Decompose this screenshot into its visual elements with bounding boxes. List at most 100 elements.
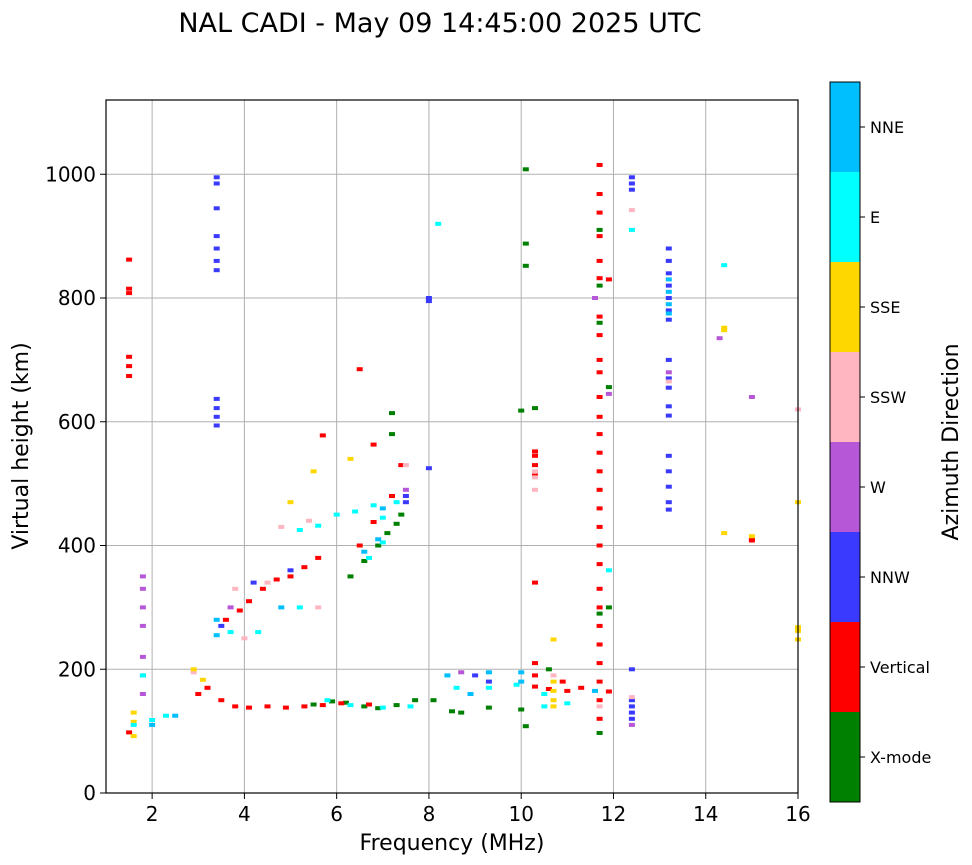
echo-point-vertical bbox=[319, 703, 326, 708]
echo-point-vertical bbox=[319, 433, 326, 438]
echo-point-vertical bbox=[596, 506, 603, 511]
echo-point-e bbox=[347, 703, 354, 708]
echo-point-nnw bbox=[213, 406, 220, 411]
echo-point-nnw bbox=[665, 507, 672, 512]
colorbar-swatch bbox=[830, 352, 860, 442]
echo-point-ssw bbox=[306, 518, 312, 523]
colorbar: X-mode Vertical NNW W SSW SSE E NNE bbox=[830, 82, 931, 802]
echo-point-vertical bbox=[246, 705, 252, 710]
echo-point-ssw bbox=[532, 487, 538, 492]
echo-point-nnw bbox=[287, 568, 294, 573]
echo-point-sse bbox=[721, 531, 728, 536]
echo-point-nnw bbox=[628, 716, 635, 721]
echo-point-x-mode bbox=[545, 667, 552, 672]
echo-point-vertical bbox=[596, 543, 603, 548]
echo-point-x-mode bbox=[596, 611, 603, 616]
echo-point-sse bbox=[721, 328, 728, 333]
echo-point-sse bbox=[287, 500, 294, 505]
x-tick-label: 2 bbox=[146, 802, 159, 826]
echo-point-vertical bbox=[596, 210, 603, 215]
plot-frame bbox=[105, 99, 799, 794]
echo-point-e bbox=[379, 705, 386, 710]
echo-point-nnw bbox=[665, 271, 672, 276]
echo-point-vertical bbox=[204, 685, 211, 690]
echo-point-vertical bbox=[532, 449, 538, 454]
colorbar-tick-label: X-mode bbox=[870, 748, 931, 767]
echo-point-x-mode bbox=[329, 699, 336, 704]
echo-point-vertical bbox=[596, 562, 603, 567]
echo-point-nnw bbox=[213, 414, 220, 419]
echo-point-nnw bbox=[665, 246, 672, 251]
echo-point-x-mode bbox=[389, 411, 395, 416]
colorbar-tick-label: NNW bbox=[870, 568, 910, 587]
echo-point-e bbox=[379, 540, 386, 545]
colorbar-tick-label: SSW bbox=[870, 388, 906, 407]
echo-point-ssw bbox=[550, 673, 557, 678]
echo-point-x-mode bbox=[518, 707, 525, 712]
echo-point-vertical bbox=[596, 586, 603, 591]
echo-point-e bbox=[227, 630, 234, 635]
echo-point-w bbox=[139, 605, 146, 610]
echo-point-nnw bbox=[665, 469, 672, 474]
colorbar-swatch bbox=[830, 172, 860, 262]
echo-point-w bbox=[227, 605, 234, 610]
echo-point-nnw bbox=[665, 376, 672, 381]
echo-point-e bbox=[333, 512, 340, 517]
echo-point-e bbox=[255, 630, 262, 635]
echo-point-nne bbox=[467, 692, 474, 696]
y-tick-label: 0 bbox=[83, 781, 96, 805]
echo-point-e bbox=[296, 605, 303, 610]
echo-point-nnw bbox=[218, 623, 225, 628]
echo-point-nne bbox=[665, 289, 672, 294]
echo-point-sse bbox=[550, 704, 557, 709]
echo-point-vertical bbox=[356, 367, 363, 372]
echo-point-nnw bbox=[665, 283, 672, 288]
colorbar-swatch bbox=[830, 262, 860, 352]
x-tick-label: 12 bbox=[601, 802, 626, 826]
echo-point-x-mode bbox=[522, 263, 529, 268]
x-axis-ticks: 2 4 6 8 10 12 14 16 bbox=[146, 793, 811, 826]
echo-point-x-mode bbox=[458, 710, 465, 715]
echo-point-x-mode bbox=[449, 709, 455, 714]
echo-point-e bbox=[393, 500, 400, 505]
echo-point-vertical bbox=[366, 702, 372, 707]
echo-point-e bbox=[513, 682, 520, 687]
echo-point-e bbox=[379, 515, 386, 520]
echo-point-x-mode bbox=[389, 432, 395, 437]
echo-point-x-mode bbox=[596, 283, 603, 288]
echo-point-e bbox=[324, 698, 331, 703]
echo-point-nnw bbox=[425, 296, 432, 300]
y-axis-ticks: 0 200 400 600 800 1000 bbox=[45, 162, 106, 805]
echo-point-w bbox=[716, 336, 723, 341]
echo-point-w bbox=[139, 654, 146, 659]
x-tick-label: 4 bbox=[238, 802, 251, 826]
echo-point-x-mode bbox=[393, 703, 400, 708]
echo-point-vertical bbox=[596, 698, 603, 703]
echo-point-vertical bbox=[596, 605, 603, 610]
echo-point-nne bbox=[665, 277, 672, 282]
echo-point-nnw bbox=[485, 679, 492, 684]
echo-point-ssw bbox=[264, 580, 271, 585]
y-tick-label: 200 bbox=[58, 657, 96, 681]
colorbar-tick-label: E bbox=[870, 208, 880, 227]
echo-point-w bbox=[402, 487, 409, 492]
echo-point-vertical bbox=[748, 537, 755, 542]
echo-point-vertical bbox=[596, 661, 603, 666]
data-points bbox=[126, 163, 801, 739]
echo-point-nnw bbox=[665, 484, 672, 489]
echo-point-x-mode bbox=[384, 531, 391, 536]
echo-point-x-mode bbox=[596, 227, 603, 232]
echo-point-w bbox=[665, 370, 672, 375]
y-tick-label: 800 bbox=[58, 286, 96, 310]
echo-point-x-mode bbox=[398, 512, 405, 517]
echo-point-nnw bbox=[628, 667, 635, 672]
echo-point-vertical bbox=[246, 599, 252, 604]
echo-point-vertical bbox=[218, 698, 225, 703]
echo-point-e bbox=[541, 692, 548, 696]
echo-point-e bbox=[628, 227, 635, 232]
echo-point-nne bbox=[444, 673, 451, 678]
echo-point-vertical bbox=[596, 314, 603, 319]
echo-point-vertical bbox=[315, 555, 322, 560]
echo-point-nne bbox=[172, 713, 179, 718]
